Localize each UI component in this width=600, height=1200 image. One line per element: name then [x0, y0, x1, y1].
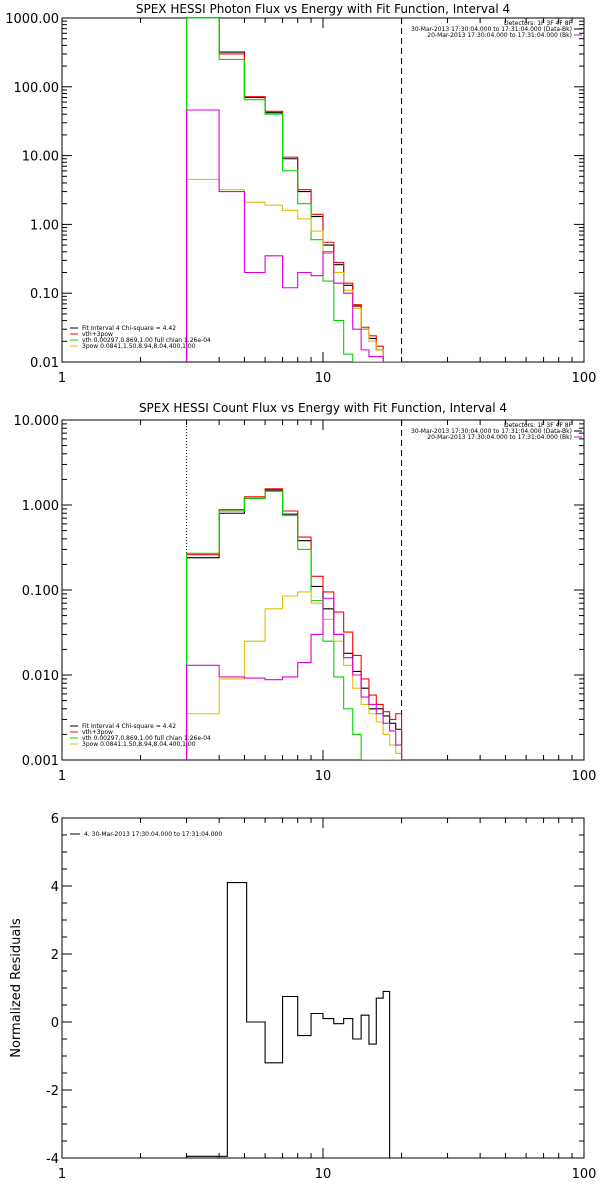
legend-entry: vth+3pow — [82, 729, 113, 736]
series-bk-line — [185, 597, 403, 760]
y-tick-label: 10.000 — [14, 414, 60, 429]
series-3pow-line — [185, 178, 402, 362]
series-3pow-line — [185, 591, 403, 760]
y-tick-label: 1000.00 — [5, 12, 59, 27]
header-text-line: 30-Mar-2013 17:30:04.000 to 17:31:04.000… — [411, 26, 572, 33]
y-tick-label: 1.000 — [22, 499, 59, 514]
y-tick-label: -2 — [46, 1084, 59, 1099]
chart-panel-3: 1 10 100 -4 -2 0 2 4 6 Normalized Residuals 4. 30-… — [9, 812, 596, 1182]
y-tick-label: 0.01 — [30, 356, 59, 371]
chart-title: SPEX HESSI Count Flux vs Energy with Fit… — [139, 401, 507, 415]
y-tick-label: -4 — [46, 1152, 59, 1167]
legend-entry: Fit Interval 4 Chi-square = 4.42 — [82, 325, 176, 332]
chart-panel-2: SPEX HESSI Count Flux vs Energy with Fit… — [14, 401, 597, 784]
x-tick-label: 100 — [572, 371, 597, 386]
y-tick-label: 0.10 — [30, 287, 59, 302]
y-axis-label: Normalized Residuals — [9, 918, 24, 1058]
series-model_total-line — [185, 488, 403, 760]
x-tick-label: 10 — [315, 1167, 332, 1182]
y-tick-label: 10.00 — [22, 150, 59, 165]
series-data-line — [185, 882, 391, 1158]
y-tick-label: 100.00 — [14, 81, 60, 96]
data-area — [185, 488, 403, 760]
legend-entry: 4. 30-Mar-2013 17:30:04.000 to 17:31:04.… — [84, 831, 222, 838]
legend-entry: vth 0.00297,0.869,1.00 full chian 1.26e-… — [82, 337, 211, 344]
legend-entry: vth 0.00297,0.869,1.00 full chian 1.26e-… — [82, 735, 211, 742]
y-tick-label: 2 — [51, 948, 59, 963]
x-tick-label: 1 — [58, 769, 66, 784]
header-text-line: 30-Mar-2013 17:30:04.000 to 17:31:04.000… — [411, 428, 572, 435]
data-area — [185, 882, 391, 1158]
chart-panel-1: SPEX HESSI Photon Flux vs Energy with Fi… — [5, 2, 596, 386]
header-text-line: 20-Mar-2013 17:30:04.000 to 17:31:04.000… — [427, 434, 572, 441]
plot-frame — [61, 817, 585, 1159]
x-tick-label: 1 — [58, 371, 66, 386]
data-area — [185, 18, 402, 362]
y-tick-label: 1.00 — [30, 218, 59, 233]
header-text-line: Detectors: 1F 3F 4F 8F — [504, 422, 573, 429]
y-tick-label: 0.010 — [22, 669, 59, 684]
legend-entry: 3pow 0.0841,1.50,8.94,8.04,400,1.00 — [82, 741, 196, 748]
x-tick-label: 1 — [58, 1167, 66, 1182]
y-tick-label: 0.100 — [22, 584, 59, 599]
x-tick-label: 100 — [572, 1167, 597, 1182]
series-vth-line — [185, 490, 402, 760]
y-tick-label: 0 — [51, 1016, 59, 1031]
series-bk-line — [185, 109, 402, 362]
x-tick-label: 100 — [572, 769, 597, 784]
header-text-line: Detectors: 1F 3F 4F 8F — [504, 20, 573, 27]
header-text-line: 20-Mar-2013 17:30:04.000 to 17:31:04.000… — [427, 32, 572, 39]
plot-frame — [61, 17, 585, 363]
y-tick-label: 6 — [51, 812, 59, 827]
x-tick-label: 10 — [315, 371, 332, 386]
legend-entry: Fit Interval 4 Chi-square = 4.42 — [82, 723, 176, 730]
y-tick-label: 4 — [51, 880, 59, 895]
chart-title: SPEX HESSI Photon Flux vs Energy with Fi… — [136, 2, 510, 16]
legend-entry: vth+3pow — [82, 331, 113, 338]
x-tick-label: 10 — [315, 769, 332, 784]
legend-entry: 3pow 0.0841,1.50,8.94,8.04,400,1.00 — [82, 343, 196, 350]
y-tick-label: 0.001 — [22, 754, 59, 769]
